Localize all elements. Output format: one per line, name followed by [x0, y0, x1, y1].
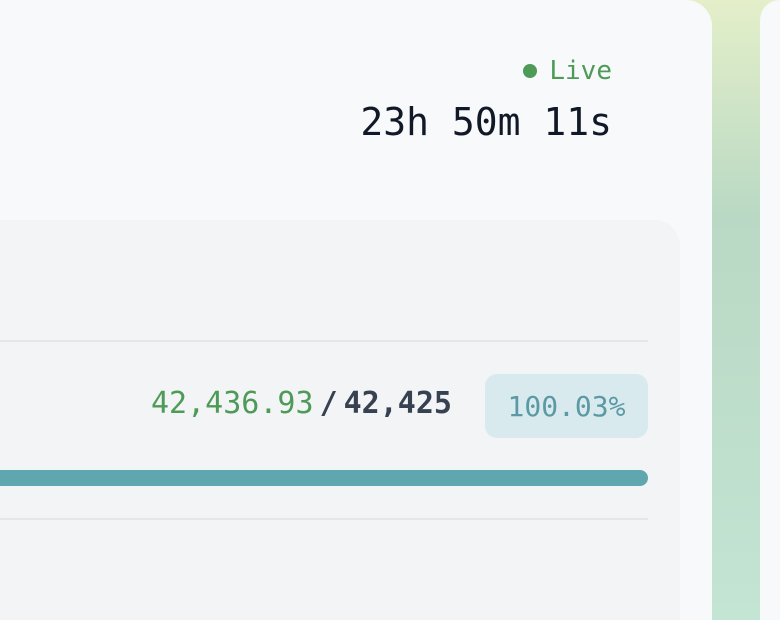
divider [0, 340, 648, 342]
live-dot [523, 64, 538, 78]
progress-panel: 42,436.93/42,425 100.03% [0, 220, 680, 620]
progress-numbers: 42,436.93/42,425 [151, 386, 452, 421]
next-card [760, 0, 780, 620]
target: 42,425 [343, 386, 452, 421]
separator: / [319, 386, 338, 421]
divider [0, 518, 648, 520]
progress-bar [0, 470, 648, 486]
current: 42,436.93 [151, 386, 314, 421]
countdown: 23h 50m 11s [360, 100, 612, 144]
card: Live 23h 50m 11s 42,436.93/42,425 100.03… [0, 56, 680, 620]
live-label: Live [549, 56, 612, 86]
live-status: Live [523, 56, 612, 86]
percent-badge: 100.03% [485, 374, 648, 438]
